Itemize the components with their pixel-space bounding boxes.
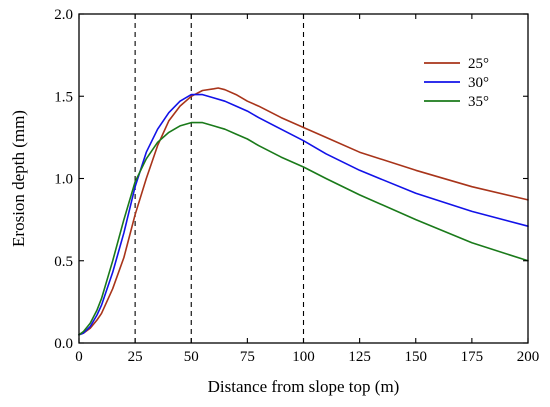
x-tick-label-3: 75	[240, 349, 255, 365]
series-line-1	[78, 93, 529, 336]
x-tick-label-8: 200	[517, 349, 540, 365]
legend-label-1: 30°	[468, 75, 489, 91]
x-tick-label-1: 25	[128, 349, 143, 365]
x-tick-label-6: 150	[405, 349, 428, 365]
y-tick-label-0: 0.0	[54, 336, 73, 352]
legend-label-2: 35°	[468, 94, 489, 110]
y-axis-title: Erosion depth (mm)	[9, 110, 28, 247]
x-tick-label-5: 125	[348, 349, 371, 365]
x-tick-label-0: 0	[75, 349, 83, 365]
x-axis-title: Distance from slope top (m)	[208, 377, 400, 396]
legend: 25° 30° 35°	[424, 56, 489, 110]
y-tick-label-2: 1.0	[54, 172, 73, 188]
reference-lines	[134, 14, 305, 343]
series-layer	[78, 87, 529, 336]
axis-ticks: 0 25 50 75 100 125 150 175 200 0.0 0.5 1.0 1.5 2.0	[54, 7, 539, 365]
x-tick-label-4: 100	[292, 349, 315, 365]
series-line-0	[78, 87, 529, 336]
x-tick-label-7: 175	[461, 349, 484, 365]
legend-label-0: 25°	[468, 56, 489, 72]
y-tick-label-4: 2.0	[54, 7, 73, 23]
x-tick-label-2: 50	[184, 349, 199, 365]
y-tick-label-3: 1.5	[54, 89, 73, 105]
series-line-2	[78, 121, 529, 336]
y-tick-label-1: 0.5	[54, 254, 73, 270]
